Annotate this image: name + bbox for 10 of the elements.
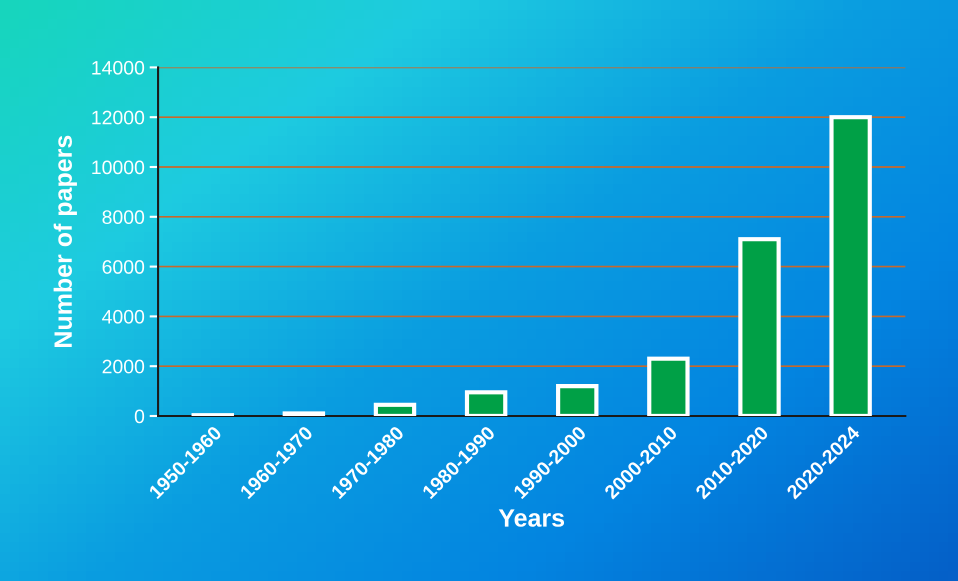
y-tick-label: 2000 [102,360,144,374]
y-tick-label: 10000 [92,160,144,174]
y-tick-label: 12000 [92,110,144,124]
y-tick-label: 6000 [102,260,144,274]
y-tick-label: 0 [134,409,144,424]
x-axis-title: Years [498,509,564,527]
y-tick-label: 8000 [102,210,144,224]
y-axis-title: Number of papers [54,136,77,347]
y-tick-label: 4000 [102,310,144,324]
y-tick-label: 14000 [92,60,144,75]
